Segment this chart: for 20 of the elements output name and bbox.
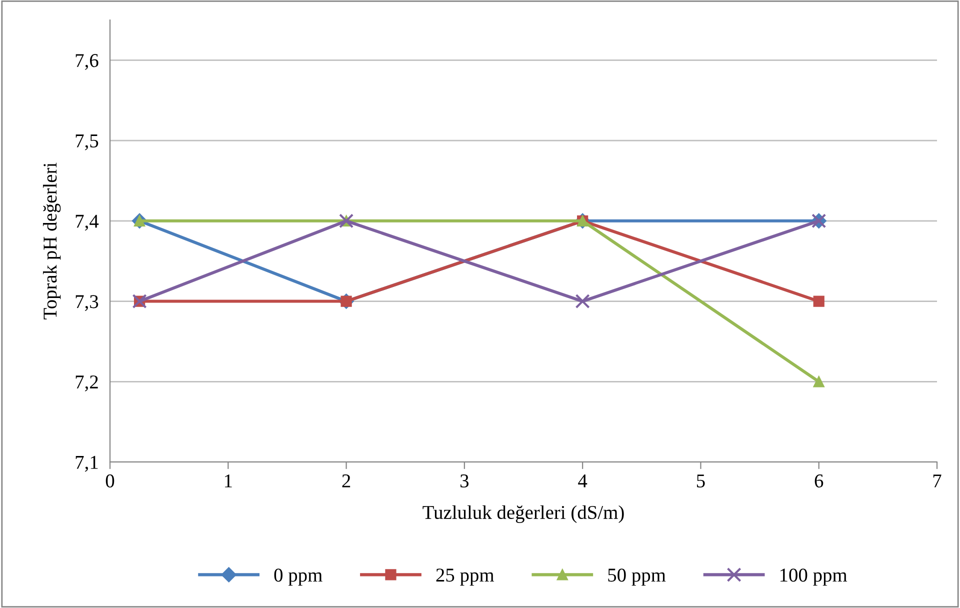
x-tick-label: 4 <box>578 474 588 488</box>
legend-label: 100 ppm <box>780 568 848 586</box>
x-axis-title: Tuzluluk değerleri (dS/m) <box>422 505 624 524</box>
x-tick-label: 6 <box>814 474 824 488</box>
legend-label: 0 ppm <box>274 568 322 586</box>
x-tick-label: 3 <box>460 474 469 488</box>
x-tick-label: 0 <box>106 474 114 488</box>
y-tick-label: 7,1 <box>76 456 98 472</box>
y-tick-label: 7,2 <box>76 376 98 392</box>
y-tick-label: 7,3 <box>76 295 98 312</box>
y-axis-title: Toprak pH değerleri <box>43 162 61 320</box>
y-tick-label: 7,4 <box>76 214 99 231</box>
legend-label: 25 ppm <box>436 568 494 586</box>
x-tick-label: 5 <box>696 474 705 488</box>
x-tick-label: 2 <box>342 474 350 488</box>
y-tick-label: 7,6 <box>76 54 98 70</box>
x-tick-label: 7 <box>933 474 942 488</box>
x-tick-label: 1 <box>224 474 232 488</box>
y-tick-label: 7,5 <box>76 134 98 150</box>
legend-label: 50 ppm <box>608 568 666 586</box>
